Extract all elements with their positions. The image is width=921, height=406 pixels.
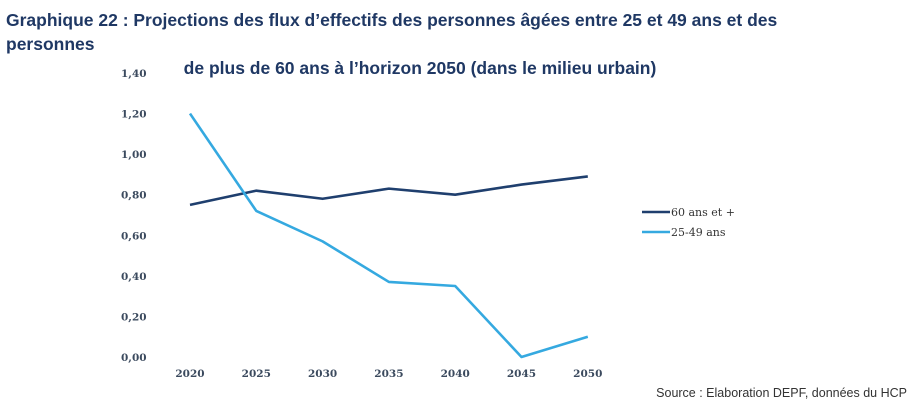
y-tick-label: 1,00 [121,149,147,161]
x-tick-label: 2020 [175,368,204,380]
x-tick-label: 2030 [308,368,337,380]
y-tick-label: 1,40 [121,68,147,80]
legend-label: 60 ans et + [671,206,735,219]
y-tick-label: 0,80 [121,190,147,202]
x-tick-label: 2025 [242,368,271,380]
legend-label: 25-49 ans [671,226,726,239]
title-line-1: Graphique 22 : Projections des flux d’ef… [6,10,778,54]
chart-title: Graphique 22 : Projections des flux d’ef… [0,8,840,80]
source-note: Source : Elaboration DEPF, données du HC… [656,386,907,400]
x-tick-label: 2040 [441,368,470,380]
y-tick-label: 0,20 [121,311,147,323]
y-tick-label: 0,40 [121,271,147,283]
series-line-60-plus [189,175,588,207]
y-tick-label: 0,00 [121,352,147,364]
x-tick-label: 2045 [507,368,536,380]
x-tick-label: 2050 [573,368,602,380]
y-tick-label: 1,20 [121,109,147,121]
series-line-25-49 [188,112,589,359]
title-line-2: de plus de 60 ans à l’horizon 2050 (dans… [183,58,657,78]
x-tick-label: 2035 [374,368,403,380]
y-tick-label: 0,60 [121,230,147,242]
